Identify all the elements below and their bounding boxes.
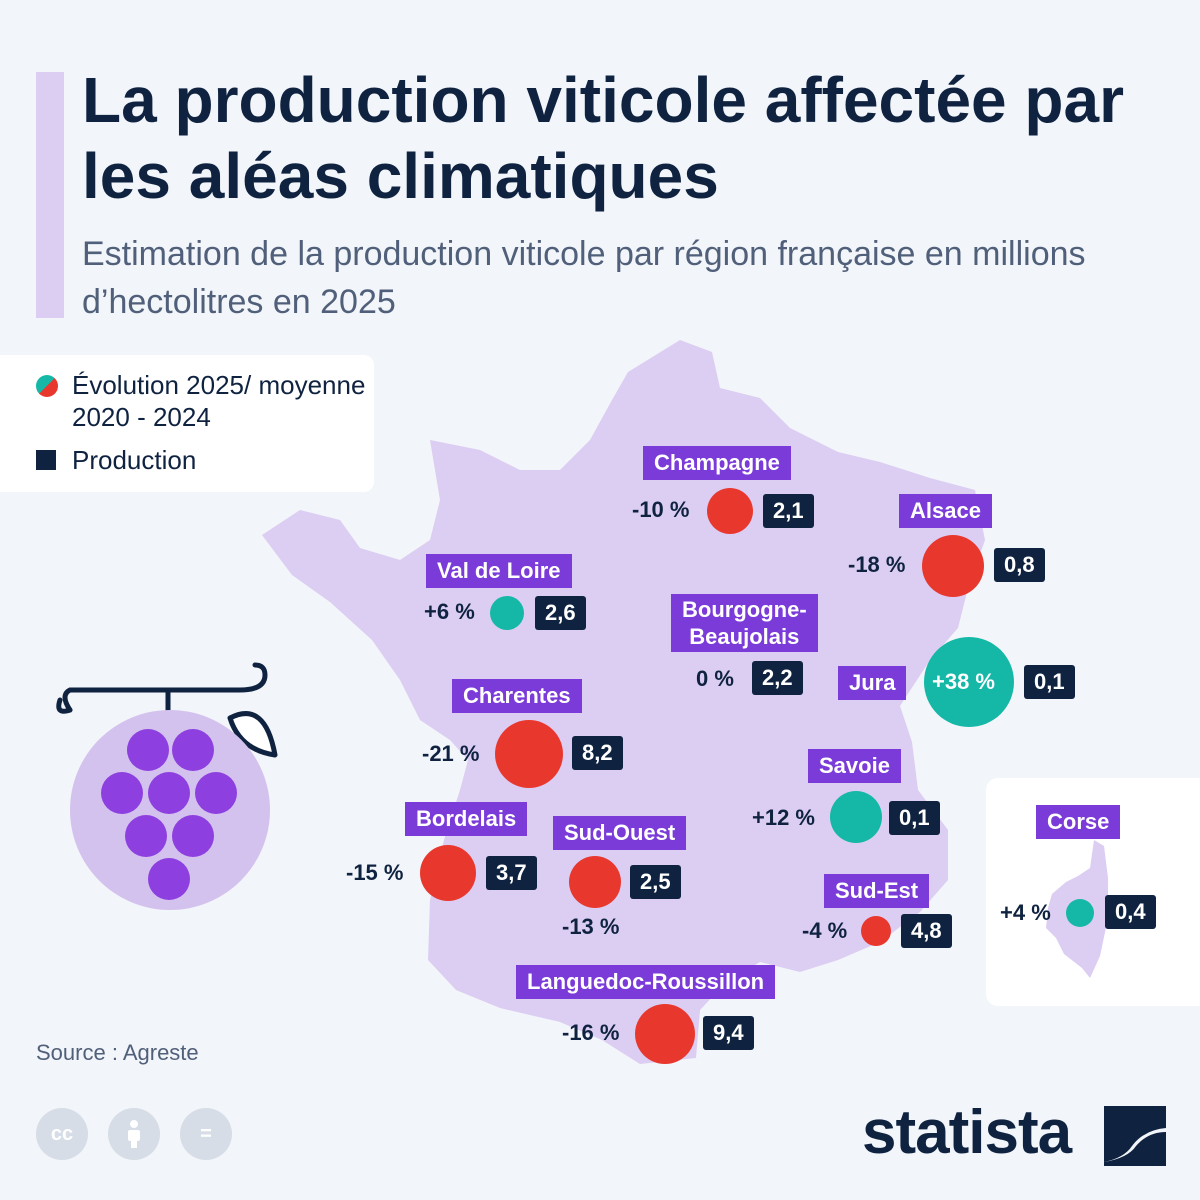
evolution-alsace: -18 %: [848, 552, 906, 577]
production-sud-ouest: 2,5: [630, 865, 681, 899]
evolution-bubble-champagne: [707, 488, 753, 534]
production-languedoc-roussillon: 9,4: [703, 1016, 754, 1050]
source-note: Source : Agreste: [36, 1040, 199, 1065]
evolution-legend-label: Évolution 2025/ moyenne 2020 - 2024: [72, 370, 366, 432]
region-label-bourgogne-line2: Beaujolais: [689, 624, 800, 649]
evolution-corse: +4 %: [1000, 900, 1051, 925]
production-legend-label: Production: [72, 445, 197, 475]
title-accent-bar: [36, 72, 64, 318]
region-label-bourgogne-beaujolais: Bourgogne- Beaujolais: [671, 594, 818, 652]
creative-commons-icon[interactable]: cc: [36, 1108, 88, 1160]
legend: Évolution 2025/ moyenne 2020 - 2024 Prod…: [0, 355, 374, 492]
production-alsace: 0,8: [994, 548, 1045, 582]
evolution-champagne: -10 %: [632, 497, 690, 522]
attribution-icon[interactable]: [108, 1108, 160, 1160]
production-champagne: 2,1: [763, 494, 814, 528]
production-bordelais: 3,7: [486, 856, 537, 890]
region-label-corse: Corse: [1036, 805, 1121, 839]
person-icon: [128, 1120, 140, 1148]
evolution-sud-est: -4 %: [802, 918, 848, 943]
region-label-val-de-loire: Val de Loire: [426, 554, 572, 588]
region-label-champagne: Champagne: [643, 446, 791, 480]
evolution-legend-icon: [36, 375, 58, 397]
production-savoie: 0,1: [889, 801, 940, 835]
no-derivatives-icon[interactable]: =: [180, 1108, 232, 1160]
grape-icon: [56, 662, 278, 910]
evolution-jura: +38 %: [932, 669, 995, 694]
evolution-charentes: -21 %: [422, 741, 480, 766]
evolution-languedoc-roussillon: -16 %: [562, 1020, 620, 1045]
production-legend-icon: [36, 450, 56, 470]
evolution-sud-ouest: -13 %: [562, 914, 620, 939]
no-derivatives-icon-label: =: [200, 1122, 212, 1145]
region-label-alsace: Alsace: [899, 494, 992, 528]
evolution-bubble-languedoc-roussillon: [635, 1004, 695, 1064]
statista-wordmark: statista: [862, 1098, 1072, 1167]
statista-logo-icon: [1104, 1106, 1166, 1166]
region-label-sud-ouest: Sud-Ouest: [553, 816, 687, 850]
production-bourgogne-beaujolais: 2,2: [752, 661, 803, 695]
production-sud-est: 4,8: [901, 914, 952, 948]
region-label-jura: Jura: [838, 666, 907, 700]
page-subtitle: Estimation de la production viticole par…: [82, 235, 1086, 321]
evolution-bubble-bordelais: [420, 845, 476, 901]
evolution-bubble-val-de-loire: [490, 596, 524, 630]
production-jura: 0,1: [1024, 665, 1075, 699]
evolution-bubble-charentes: [495, 720, 563, 788]
evolution-bubble-sud-est: [861, 916, 891, 946]
evolution-savoie: +12 %: [752, 805, 815, 830]
page-title: La production viticole affectée par les …: [82, 64, 1124, 212]
evolution-bourgogne-beaujolais: 0 %: [696, 666, 734, 691]
region-label-languedoc-roussillon: Languedoc-Roussillon: [516, 965, 776, 999]
production-val-de-loire: 2,6: [535, 596, 586, 630]
production-corse: 0,4: [1105, 895, 1156, 929]
statista-logo[interactable]: statista: [862, 1098, 1072, 1168]
evolution-bubble-jura: [924, 637, 1014, 727]
evolution-bordelais: -15 %: [346, 860, 404, 885]
evolution-bubble-alsace: [922, 535, 984, 597]
evolution-bubble-savoie: [830, 791, 882, 843]
region-label-savoie: Savoie: [808, 749, 901, 783]
evolution-bubble-sud-ouest: [569, 856, 621, 908]
production-charentes: 8,2: [572, 736, 623, 770]
evolution-val-de-loire: +6 %: [424, 599, 475, 624]
evolution-bubble-corse: [1066, 899, 1094, 927]
region-label-charentes: Charentes: [452, 679, 582, 713]
region-label-bordelais: Bordelais: [405, 802, 528, 836]
region-label-sud-est: Sud-Est: [824, 874, 930, 908]
region-label-bourgogne-line1: Bourgogne-: [682, 597, 807, 622]
creative-commons-icon-label: cc: [50, 1122, 74, 1145]
